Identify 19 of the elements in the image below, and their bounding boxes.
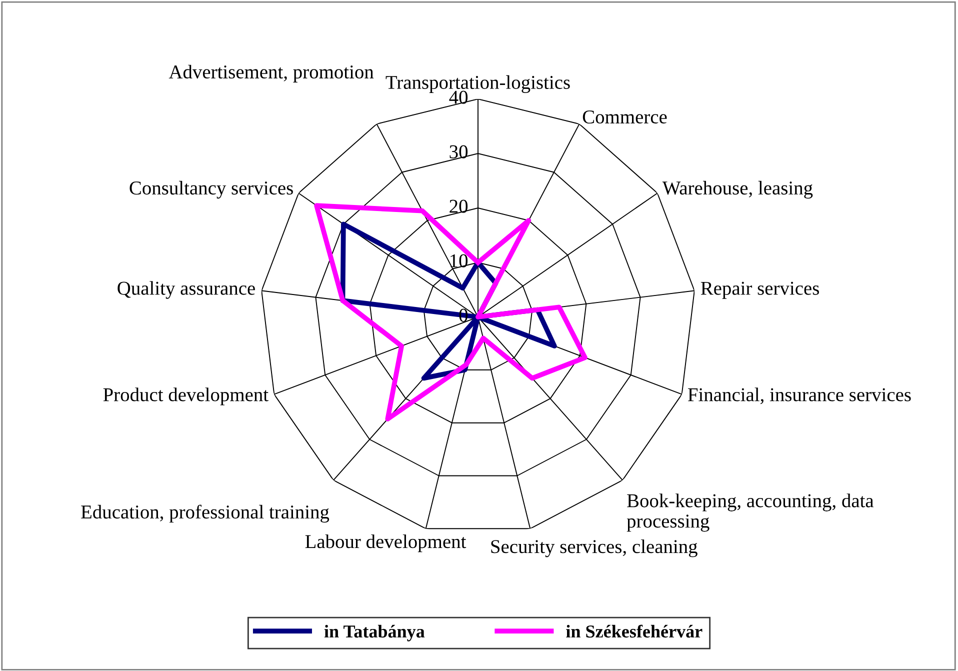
y-tick-label: 40 xyxy=(449,90,468,104)
spoke-label: Education, professional training xyxy=(81,504,330,523)
legend-label: in Székesfehérvár xyxy=(566,624,702,638)
y-tick-label: 30 xyxy=(450,145,468,158)
y-tick-label: 10 xyxy=(450,254,468,268)
spoke-label: Financial, insurance services xyxy=(688,388,911,404)
spoke-label: Commerce xyxy=(582,110,667,124)
spoke-label: Repair services xyxy=(700,282,819,299)
legend-label: in Tatabánya xyxy=(324,624,425,642)
spoke-label: Advertisement, promotion xyxy=(168,64,374,82)
spoke-label: Labour development xyxy=(305,534,466,552)
spoke-label: Security services, cleaning xyxy=(491,539,698,558)
spoke-label: Warehouse, leasing xyxy=(662,180,813,199)
spoke-label: Product development xyxy=(103,388,268,406)
spoke-label: Transportation-logistics xyxy=(386,75,570,93)
spoke-label: Consultancy services xyxy=(130,180,293,199)
spoke-label: Book-keeping, accounting, data processing xyxy=(626,494,874,532)
spoke-label: Quality assurance xyxy=(118,281,255,299)
y-tick-label: 20 xyxy=(450,200,468,213)
